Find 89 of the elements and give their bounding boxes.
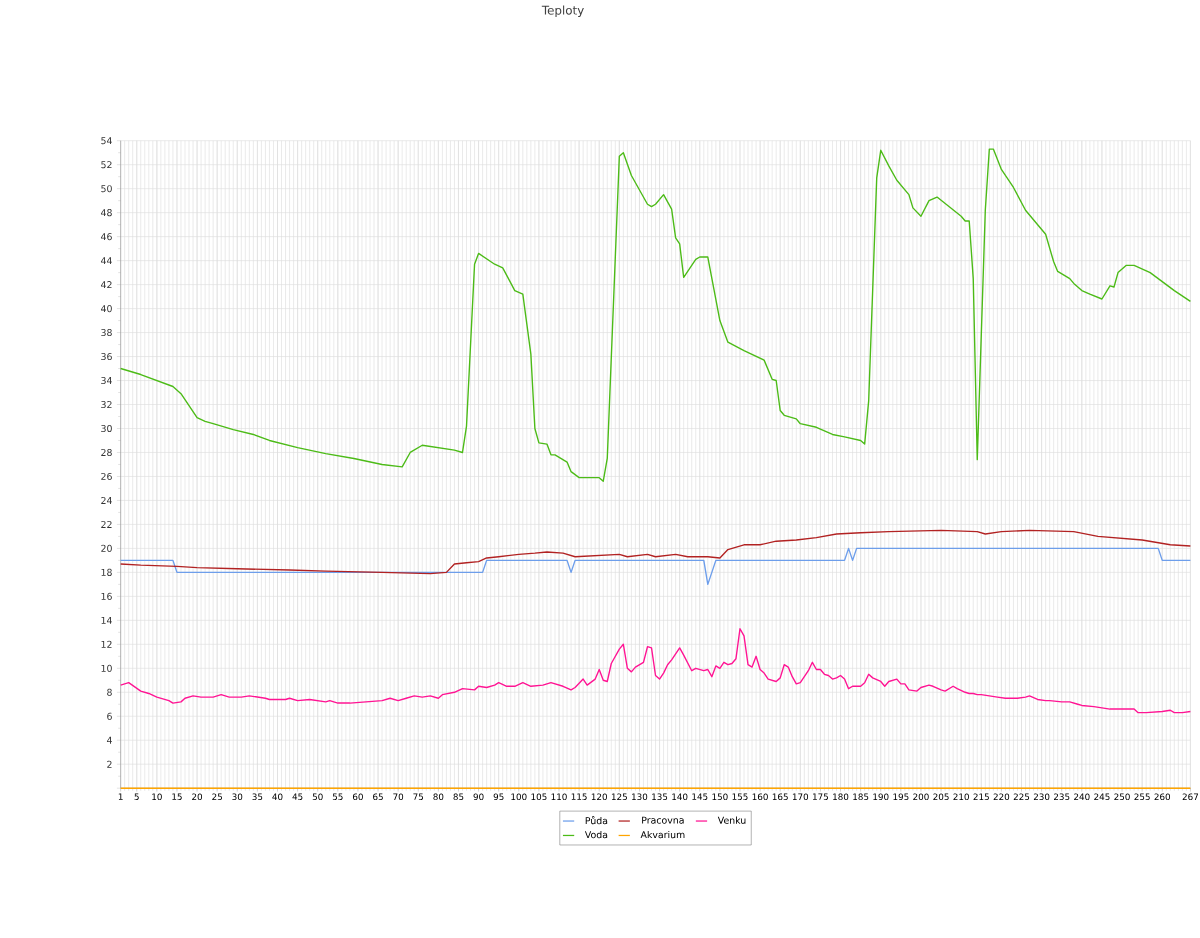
- y-tick-label: 34: [101, 376, 112, 384]
- x-tick-label: 40: [272, 793, 283, 800]
- x-tick-label: 155: [732, 793, 748, 800]
- y-tick-label: 24: [101, 496, 112, 504]
- y-tick-label: 26: [101, 472, 112, 480]
- line-series: [119, 547, 1192, 585]
- y-tick-label: 22: [101, 520, 112, 528]
- y-tick-label: 48: [100, 208, 112, 217]
- y-tick-label: 32: [101, 400, 112, 408]
- legend-label: Akvarium: [640, 830, 685, 839]
- y-tick-label: 36: [101, 352, 112, 360]
- x-tick-label: 15: [172, 793, 182, 800]
- x-tick-label: 110: [551, 793, 567, 800]
- x-tick-label: 60: [352, 793, 363, 800]
- x-tick-label: 75: [413, 793, 424, 800]
- x-tick-label: 255: [1134, 793, 1150, 800]
- x-tick-label: 230: [1033, 793, 1050, 800]
- y-tick-label: 6: [107, 712, 112, 720]
- x-tick-label: 30: [232, 793, 243, 800]
- y-tick-label: 4: [106, 736, 112, 744]
- x-tick-label: 145: [692, 793, 708, 800]
- legend-label: Pracovna: [642, 816, 684, 824]
- legend-label: Voda: [584, 830, 608, 839]
- y-tick-label: 38: [101, 328, 112, 336]
- x-tick-label: 65: [373, 793, 383, 800]
- x-tick-label: 115: [571, 793, 587, 800]
- x-tick-label: 25: [212, 793, 222, 800]
- x-tick-label: 225: [1013, 793, 1030, 800]
- x-tick-label: 180: [833, 793, 849, 800]
- x-tick-label: 45: [292, 793, 303, 800]
- legend-label: Venku: [717, 816, 746, 824]
- y-tick-label: 40: [100, 304, 112, 312]
- y-tick-label: 18: [101, 568, 112, 576]
- x-tick-label: 95: [493, 793, 504, 800]
- y-tick-label: 16: [101, 592, 112, 600]
- x-tick-label: 100: [511, 793, 527, 800]
- x-tick-label: 240: [1074, 793, 1090, 800]
- x-tick-label: 250: [1114, 793, 1130, 800]
- x-tick-label: 175: [813, 793, 829, 800]
- x-tick-label: 195: [893, 793, 909, 800]
- x-tick-label: 200: [913, 793, 929, 800]
- x-tick-label: 260: [1154, 793, 1171, 800]
- x-tick-label: 120: [591, 793, 607, 800]
- y-tick-label: 52: [101, 160, 112, 169]
- y-tick-label: 50: [101, 184, 112, 193]
- y-tick-label: 42: [100, 280, 112, 288]
- x-tick-label: 185: [853, 793, 869, 800]
- x-tick-label: 140: [672, 793, 688, 800]
- x-tick-label: 80: [433, 793, 444, 800]
- x-tick-label: 10: [152, 793, 162, 800]
- x-tick-label: 1: [118, 793, 123, 800]
- x-tick-label: 50: [312, 793, 323, 800]
- y-tick-label: 30: [101, 424, 112, 432]
- x-tick-label: 160: [752, 793, 768, 800]
- x-tick-label: 267: [1182, 793, 1199, 800]
- x-tick-label: 165: [772, 793, 788, 800]
- y-tick-label: 28: [101, 448, 112, 456]
- x-tick-label: 170: [792, 793, 809, 800]
- x-tick-label: 20: [192, 793, 203, 800]
- y-tick-label: 46: [100, 232, 112, 240]
- x-tick-label: 150: [712, 793, 728, 800]
- y-tick-label: 2: [107, 760, 112, 768]
- x-tick-label: 90: [473, 793, 484, 800]
- x-tick-label: 5: [134, 793, 139, 800]
- y-tick-label: 12: [101, 640, 112, 648]
- x-tick-label: 130: [632, 793, 648, 800]
- x-tick-label: 205: [933, 793, 949, 800]
- y-tick-label: 20: [101, 544, 112, 552]
- x-tick-label: 190: [873, 793, 889, 800]
- x-tick-label: 245: [1094, 793, 1110, 800]
- legend-label: Půda: [585, 815, 608, 825]
- x-tick-label: 125: [611, 793, 627, 800]
- x-tick-label: 105: [531, 793, 547, 800]
- x-tick-label: 85: [453, 793, 464, 800]
- x-tick-label: 215: [973, 793, 989, 800]
- y-tick-label: 10: [101, 664, 112, 672]
- x-tick-label: 220: [993, 793, 1010, 800]
- y-tick-label: 54: [101, 137, 112, 145]
- y-tick-label: 14: [101, 616, 112, 624]
- y-tick-label: 44: [100, 257, 112, 264]
- y-tick-label: 8: [107, 688, 112, 696]
- x-tick-label: 135: [652, 793, 668, 800]
- line-series: [119, 529, 1192, 575]
- chart-title: Teploty: [541, 5, 584, 17]
- x-tick-label: 235: [1054, 793, 1070, 800]
- x-tick-label: 35: [252, 793, 263, 800]
- x-tick-label: 210: [953, 793, 969, 800]
- x-tick-label: 70: [393, 793, 404, 800]
- x-tick-label: 55: [332, 793, 343, 800]
